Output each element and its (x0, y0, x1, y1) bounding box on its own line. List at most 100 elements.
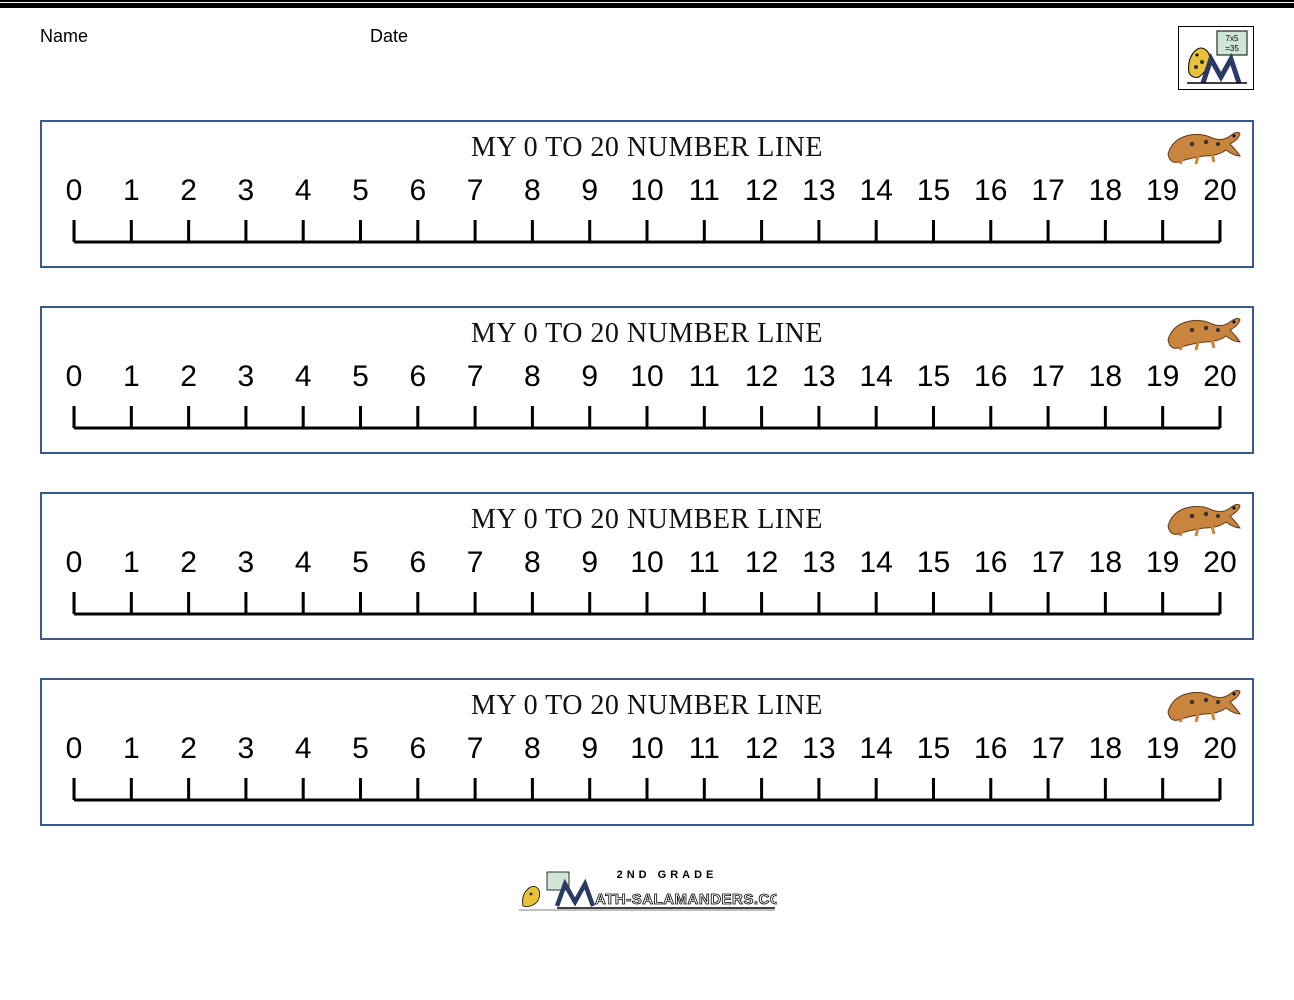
number-label: 1 (123, 732, 140, 765)
number-label: 5 (352, 732, 369, 765)
number-label: 7 (467, 360, 484, 393)
number-label: 4 (295, 546, 312, 579)
number-label: 14 (859, 174, 892, 207)
number-label: 10 (630, 546, 663, 579)
footer-url-text: ATH-SALAMANDERS.COM (595, 891, 777, 908)
number-label: 16 (974, 546, 1007, 579)
number-label: 15 (917, 174, 950, 207)
number-label: 19 (1146, 546, 1179, 579)
number-label: 1 (123, 174, 140, 207)
number-label: 0 (66, 174, 83, 207)
number-label: 0 (66, 546, 83, 579)
number-label: 9 (581, 546, 598, 579)
number-label: 12 (745, 360, 778, 393)
number-label: 16 (974, 360, 1007, 393)
number-label: 10 (630, 174, 663, 207)
number-label: 14 (859, 546, 892, 579)
number-label: 7 (467, 732, 484, 765)
number-label: 18 (1089, 360, 1122, 393)
number-line-card: MY 0 TO 20 NUMBER LINE 01234567891011121… (40, 492, 1254, 640)
number-label: 2 (180, 174, 197, 207)
number-line: 01234567891011121314151617181920 (56, 170, 1238, 248)
date-label: Date (370, 26, 1178, 47)
number-label: 2 (180, 360, 197, 393)
number-label: 18 (1089, 174, 1122, 207)
worksheet-footer: 2ND GRADE ATH-SALAMANDERS.COM (40, 866, 1254, 927)
number-label: 12 (745, 546, 778, 579)
number-label: 12 (745, 732, 778, 765)
number-label: 0 (66, 360, 83, 393)
number-label: 2 (180, 732, 197, 765)
number-label: 4 (295, 174, 312, 207)
number-label: 15 (917, 546, 950, 579)
number-label: 17 (1031, 174, 1064, 207)
logo-board-text2: =35 (1225, 44, 1239, 53)
card-title: MY 0 TO 20 NUMBER LINE (56, 690, 1238, 722)
number-label: 13 (802, 174, 835, 207)
number-label: 4 (295, 360, 312, 393)
card-title: MY 0 TO 20 NUMBER LINE (56, 504, 1238, 536)
number-label: 14 (859, 360, 892, 393)
number-label: 17 (1031, 546, 1064, 579)
number-label: 9 (581, 360, 598, 393)
number-label: 20 (1203, 174, 1236, 207)
card-title: MY 0 TO 20 NUMBER LINE (56, 318, 1238, 350)
number-label: 8 (524, 732, 541, 765)
number-line-card: MY 0 TO 20 NUMBER LINE 01234567891011121… (40, 678, 1254, 826)
number-label: 13 (802, 546, 835, 579)
number-label: 7 (467, 546, 484, 579)
number-label: 18 (1089, 546, 1122, 579)
number-label: 20 (1203, 546, 1236, 579)
number-line-card: MY 0 TO 20 NUMBER LINE 01234567891011121… (40, 306, 1254, 454)
number-label: 17 (1031, 360, 1064, 393)
number-line: 01234567891011121314151617181920 (56, 542, 1238, 620)
number-label: 12 (745, 174, 778, 207)
salamander-icon (1164, 684, 1242, 724)
number-label: 8 (524, 360, 541, 393)
number-label: 15 (917, 360, 950, 393)
number-label: 11 (689, 174, 720, 207)
number-label: 18 (1089, 732, 1122, 765)
number-label: 20 (1203, 732, 1236, 765)
number-label: 0 (66, 732, 83, 765)
number-line-card: MY 0 TO 20 NUMBER LINE 01234567891011121… (40, 120, 1254, 268)
number-label: 6 (409, 360, 426, 393)
number-label: 14 (859, 732, 892, 765)
number-label: 3 (238, 174, 255, 207)
number-label: 8 (524, 174, 541, 207)
number-label: 17 (1031, 732, 1064, 765)
salamander-icon (1164, 126, 1242, 166)
number-label: 11 (689, 360, 720, 393)
number-label: 11 (689, 732, 720, 765)
number-label: 20 (1203, 360, 1236, 393)
number-label: 6 (409, 174, 426, 207)
number-label: 19 (1146, 732, 1179, 765)
number-label: 5 (352, 174, 369, 207)
number-label: 4 (295, 732, 312, 765)
number-line: 01234567891011121314151617181920 (56, 356, 1238, 434)
number-label: 3 (238, 732, 255, 765)
salamander-icon (1164, 312, 1242, 352)
logo-board-text1: 7x5 (1226, 34, 1239, 43)
worksheet-header: Name Date 7x5 =35 (40, 26, 1254, 90)
number-label: 1 (123, 546, 140, 579)
number-label: 15 (917, 732, 950, 765)
site-logo: 7x5 =35 (1178, 26, 1254, 90)
card-title: MY 0 TO 20 NUMBER LINE (56, 132, 1238, 164)
number-label: 3 (238, 546, 255, 579)
number-label: 1 (123, 360, 140, 393)
number-label: 19 (1146, 174, 1179, 207)
number-label: 8 (524, 546, 541, 579)
number-label: 2 (180, 546, 197, 579)
number-label: 10 (630, 360, 663, 393)
number-label: 13 (802, 732, 835, 765)
number-label: 6 (409, 732, 426, 765)
number-label: 16 (974, 174, 1007, 207)
number-label: 11 (689, 546, 720, 579)
number-label: 5 (352, 360, 369, 393)
number-label: 7 (467, 174, 484, 207)
number-label: 9 (581, 174, 598, 207)
number-label: 5 (352, 546, 369, 579)
number-label: 13 (802, 360, 835, 393)
number-label: 6 (409, 546, 426, 579)
